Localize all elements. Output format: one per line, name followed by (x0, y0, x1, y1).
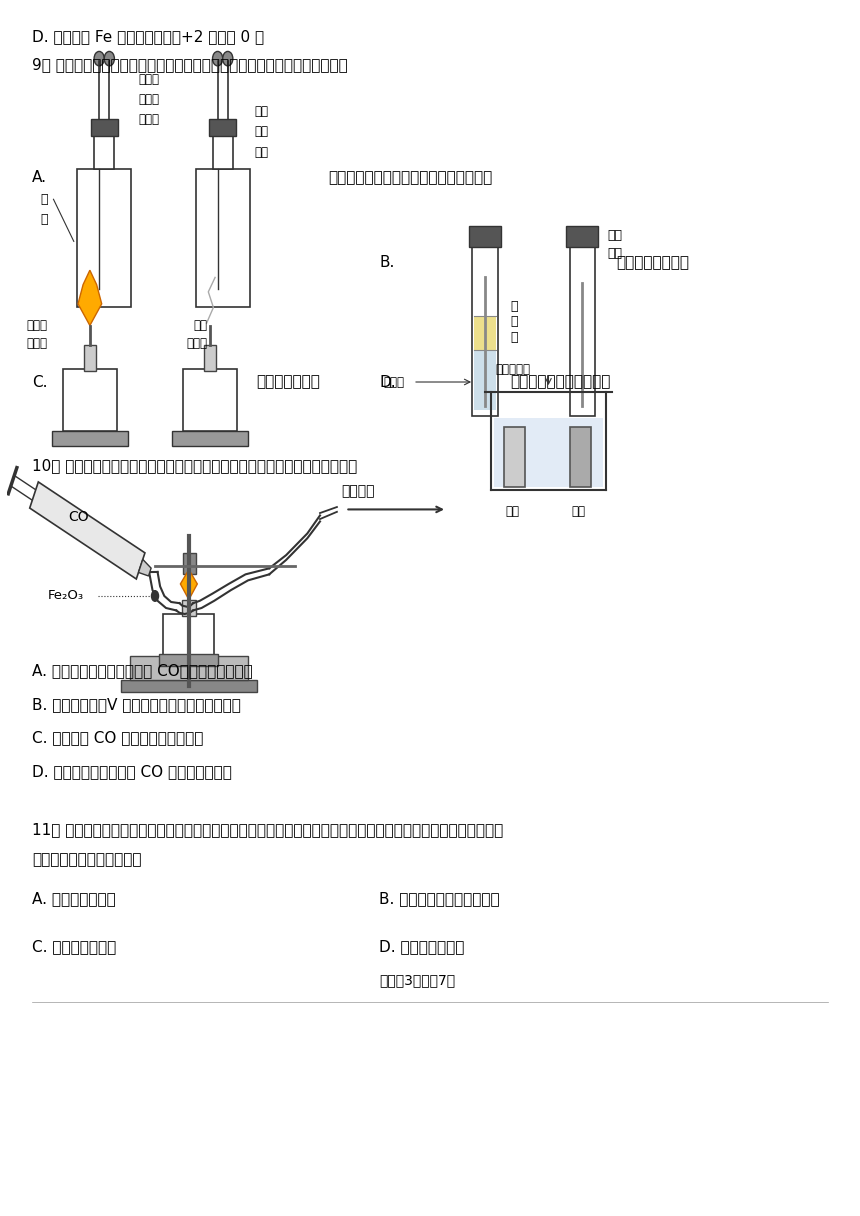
Text: 空气: 空气 (608, 247, 623, 260)
Circle shape (104, 51, 114, 66)
Text: 油: 油 (510, 300, 518, 313)
Text: A. 实验时，先通入一段时间 CO，再点燃酒精喷灯: A. 实验时，先通入一段时间 CO，再点燃酒精喷灯 (33, 663, 253, 679)
Bar (504, 428, 525, 486)
Circle shape (94, 51, 104, 66)
Text: A. 只有硒酸锌和水: A. 只有硒酸锌和水 (33, 891, 116, 906)
Bar (183, 368, 237, 432)
Bar (130, 657, 248, 680)
Bar (569, 247, 595, 416)
Text: D. 一定没有硒酸铜: D. 一定没有硒酸铜 (379, 940, 464, 955)
Text: 相同滴: 相同滴 (138, 73, 159, 85)
Text: 的棉花: 的棉花 (27, 337, 47, 350)
Text: 11． 将鐵粉加入到一定量的硒酸銀、硒酸铜及硒酸锌的混合溶液中，待充分反应后过滤，再在滤液中加入稀盐酸，: 11． 将鐵粉加入到一定量的硒酸銀、硒酸铜及硒酸锌的混合溶液中，待充分反应后过滤… (33, 822, 504, 837)
Bar (77, 169, 132, 308)
Bar (469, 226, 501, 247)
Text: B. 一定有硒酸锌和硒酸亚鐵: B. 一定有硒酸锌和硒酸亚鐵 (379, 891, 500, 906)
Text: D. 反应前吏 Fe 元素的化合价由+2 价变为 0 价: D. 反应前吏 Fe 元素的化合价由+2 价变为 0 价 (33, 29, 265, 45)
Bar (209, 119, 236, 135)
Bar (182, 599, 195, 617)
Bar (195, 169, 249, 308)
Polygon shape (30, 482, 145, 579)
Bar (159, 654, 218, 665)
Text: 人体: 人体 (255, 105, 269, 118)
Circle shape (212, 51, 223, 66)
Text: D.: D. (379, 375, 396, 389)
Text: 气: 气 (40, 213, 48, 226)
Bar (163, 614, 214, 657)
Polygon shape (138, 559, 151, 576)
Text: 植: 植 (510, 331, 518, 344)
Text: 比较锌和鐵的金属活动性: 比较锌和鐵的金属活动性 (510, 375, 611, 389)
Text: 锌片: 锌片 (506, 506, 519, 518)
Text: 9． 对比法是科学研究常用方法之一。下列对比实验中，能达到实验目的的是: 9． 对比法是科学研究常用方法之一。下列对比实验中，能达到实验目的的是 (33, 57, 348, 72)
Text: 石灰水: 石灰水 (138, 113, 159, 126)
Bar (63, 368, 117, 432)
Bar (474, 316, 496, 349)
Text: 尾气处理: 尾气处理 (341, 484, 375, 499)
Text: 试卷第3页，共7页: 试卷第3页，共7页 (379, 974, 455, 987)
Text: 呼出: 呼出 (255, 125, 269, 139)
Circle shape (223, 51, 233, 66)
Text: 硝酸银溶液: 硝酸银溶液 (495, 364, 531, 377)
Bar (172, 432, 248, 446)
Bar (566, 226, 599, 247)
Text: 探究鐵钉生锈条件: 探究鐵钉生锈条件 (616, 255, 689, 270)
Text: Fe₂O₃: Fe₂O₃ (47, 590, 83, 602)
Bar (570, 428, 591, 486)
Text: C. 快速推入 CO 可使氧化鐵充分还原: C. 快速推入 CO 可使氧化鐵充分还原 (33, 731, 204, 745)
Text: 铁片: 铁片 (572, 506, 586, 518)
Bar (472, 247, 498, 416)
Text: 10． 某学习小组利用如图所示的实验装置模拟工业炼鐵。下列说法不正确的是: 10． 某学习小组利用如图所示的实验装置模拟工业炼鐵。下列说法不正确的是 (33, 458, 358, 474)
Text: 干燥: 干燥 (608, 229, 623, 242)
Bar (84, 345, 95, 371)
Text: 没有气体产生，则在滤液中: 没有气体产生，则在滤液中 (33, 851, 142, 867)
Text: C. 一定没有硒酸銀: C. 一定没有硒酸銀 (33, 940, 117, 955)
Polygon shape (78, 270, 101, 326)
Text: 浸酒精: 浸酒精 (27, 319, 47, 332)
Bar (52, 432, 128, 446)
Bar (212, 134, 233, 169)
Text: B.: B. (379, 255, 395, 270)
Bar (94, 134, 114, 169)
Text: 浸水: 浸水 (194, 319, 207, 332)
Text: CO: CO (68, 510, 89, 524)
Text: B. 充分反应后，V 形管中固体由红棕色变为黑色: B. 充分反应后，V 形管中固体由红棕色变为黑色 (33, 697, 241, 711)
Text: 蒸馏水: 蒸馏水 (384, 376, 404, 388)
Bar (204, 345, 216, 371)
Polygon shape (181, 569, 197, 599)
Bar (183, 553, 196, 574)
Bar (474, 349, 496, 410)
Text: 物: 物 (510, 315, 518, 328)
Text: C.: C. (33, 375, 48, 389)
Circle shape (150, 590, 159, 602)
Text: 数澄清: 数澄清 (138, 92, 159, 106)
Text: 探究燃烧得条件: 探究燃烧得条件 (256, 375, 321, 389)
Bar (90, 119, 118, 135)
Bar (121, 680, 256, 692)
Text: 空: 空 (40, 193, 48, 206)
Text: D. 尾气处理是为了防止 CO 逢出而污染空气: D. 尾气处理是为了防止 CO 逢出而污染空气 (33, 764, 232, 779)
Text: 对比人呼出的气体和空气中二氧化碳含量: 对比人呼出的气体和空气中二氧化碳含量 (329, 170, 493, 185)
Text: 气体: 气体 (255, 146, 269, 159)
Bar (494, 417, 603, 486)
Text: A.: A. (33, 170, 47, 185)
Text: 的棉花: 的棉花 (187, 337, 207, 350)
